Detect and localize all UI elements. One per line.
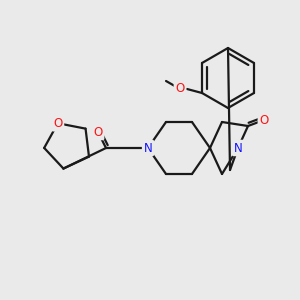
- Text: O: O: [53, 117, 62, 130]
- Text: O: O: [260, 113, 268, 127]
- Text: O: O: [176, 82, 184, 95]
- Text: N: N: [234, 142, 242, 154]
- Text: N: N: [144, 142, 152, 154]
- Text: O: O: [93, 125, 103, 139]
